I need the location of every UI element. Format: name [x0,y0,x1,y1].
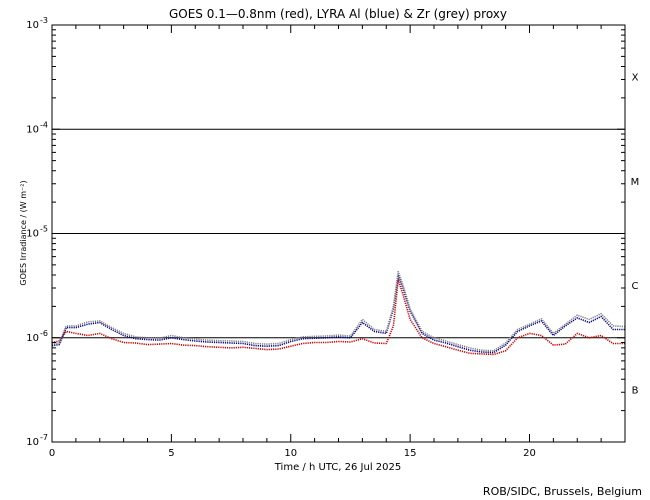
y-tick-exponent: -3 [40,16,48,25]
flare-class-label: M [631,177,640,188]
x-axis-label: Time / h UTC, 26 Jul 2025 [274,462,402,473]
y-tick-label: 10 [26,437,39,448]
x-axis: 0 5 10 15 20 [49,25,626,459]
x-tick-label: 0 [49,448,55,459]
x-tick-label: 20 [523,448,536,459]
flare-class-label: C [632,281,639,292]
y-tick-label: 10 [26,20,39,31]
y-tick-label: 10 [26,333,39,344]
chart-title: GOES 0.1—0.8nm (red), LYRA Al (blue) & Z… [169,7,507,21]
flare-class-label: B [632,385,639,396]
y-tick-exponent: -6 [40,329,48,338]
y-tick-label: 10 [26,229,39,240]
series-group [51,270,626,356]
y-axis-label: GOES Irradiance / (W m⁻²) [19,180,28,285]
flare-class-label: X [632,73,639,84]
x-tick-label: 5 [168,448,174,459]
series-line-1 [51,274,625,354]
flare-class-labels: B C M X [631,73,640,397]
reference-lines [52,128,625,339]
footer-credit: ROB/SIDC, Brussels, Belgium [483,485,642,498]
x-tick-label: 15 [404,448,417,459]
y-axis: 10-710-610-510-410-3 [26,16,625,448]
y-tick-exponent: -5 [40,225,48,234]
x-tick-label: 10 [284,448,297,459]
y-tick-exponent: -4 [40,120,48,129]
series-line-2 [51,270,626,352]
y-tick-label: 10 [26,124,39,135]
series-line-0 [51,279,625,356]
y-tick-exponent: -7 [40,433,48,442]
